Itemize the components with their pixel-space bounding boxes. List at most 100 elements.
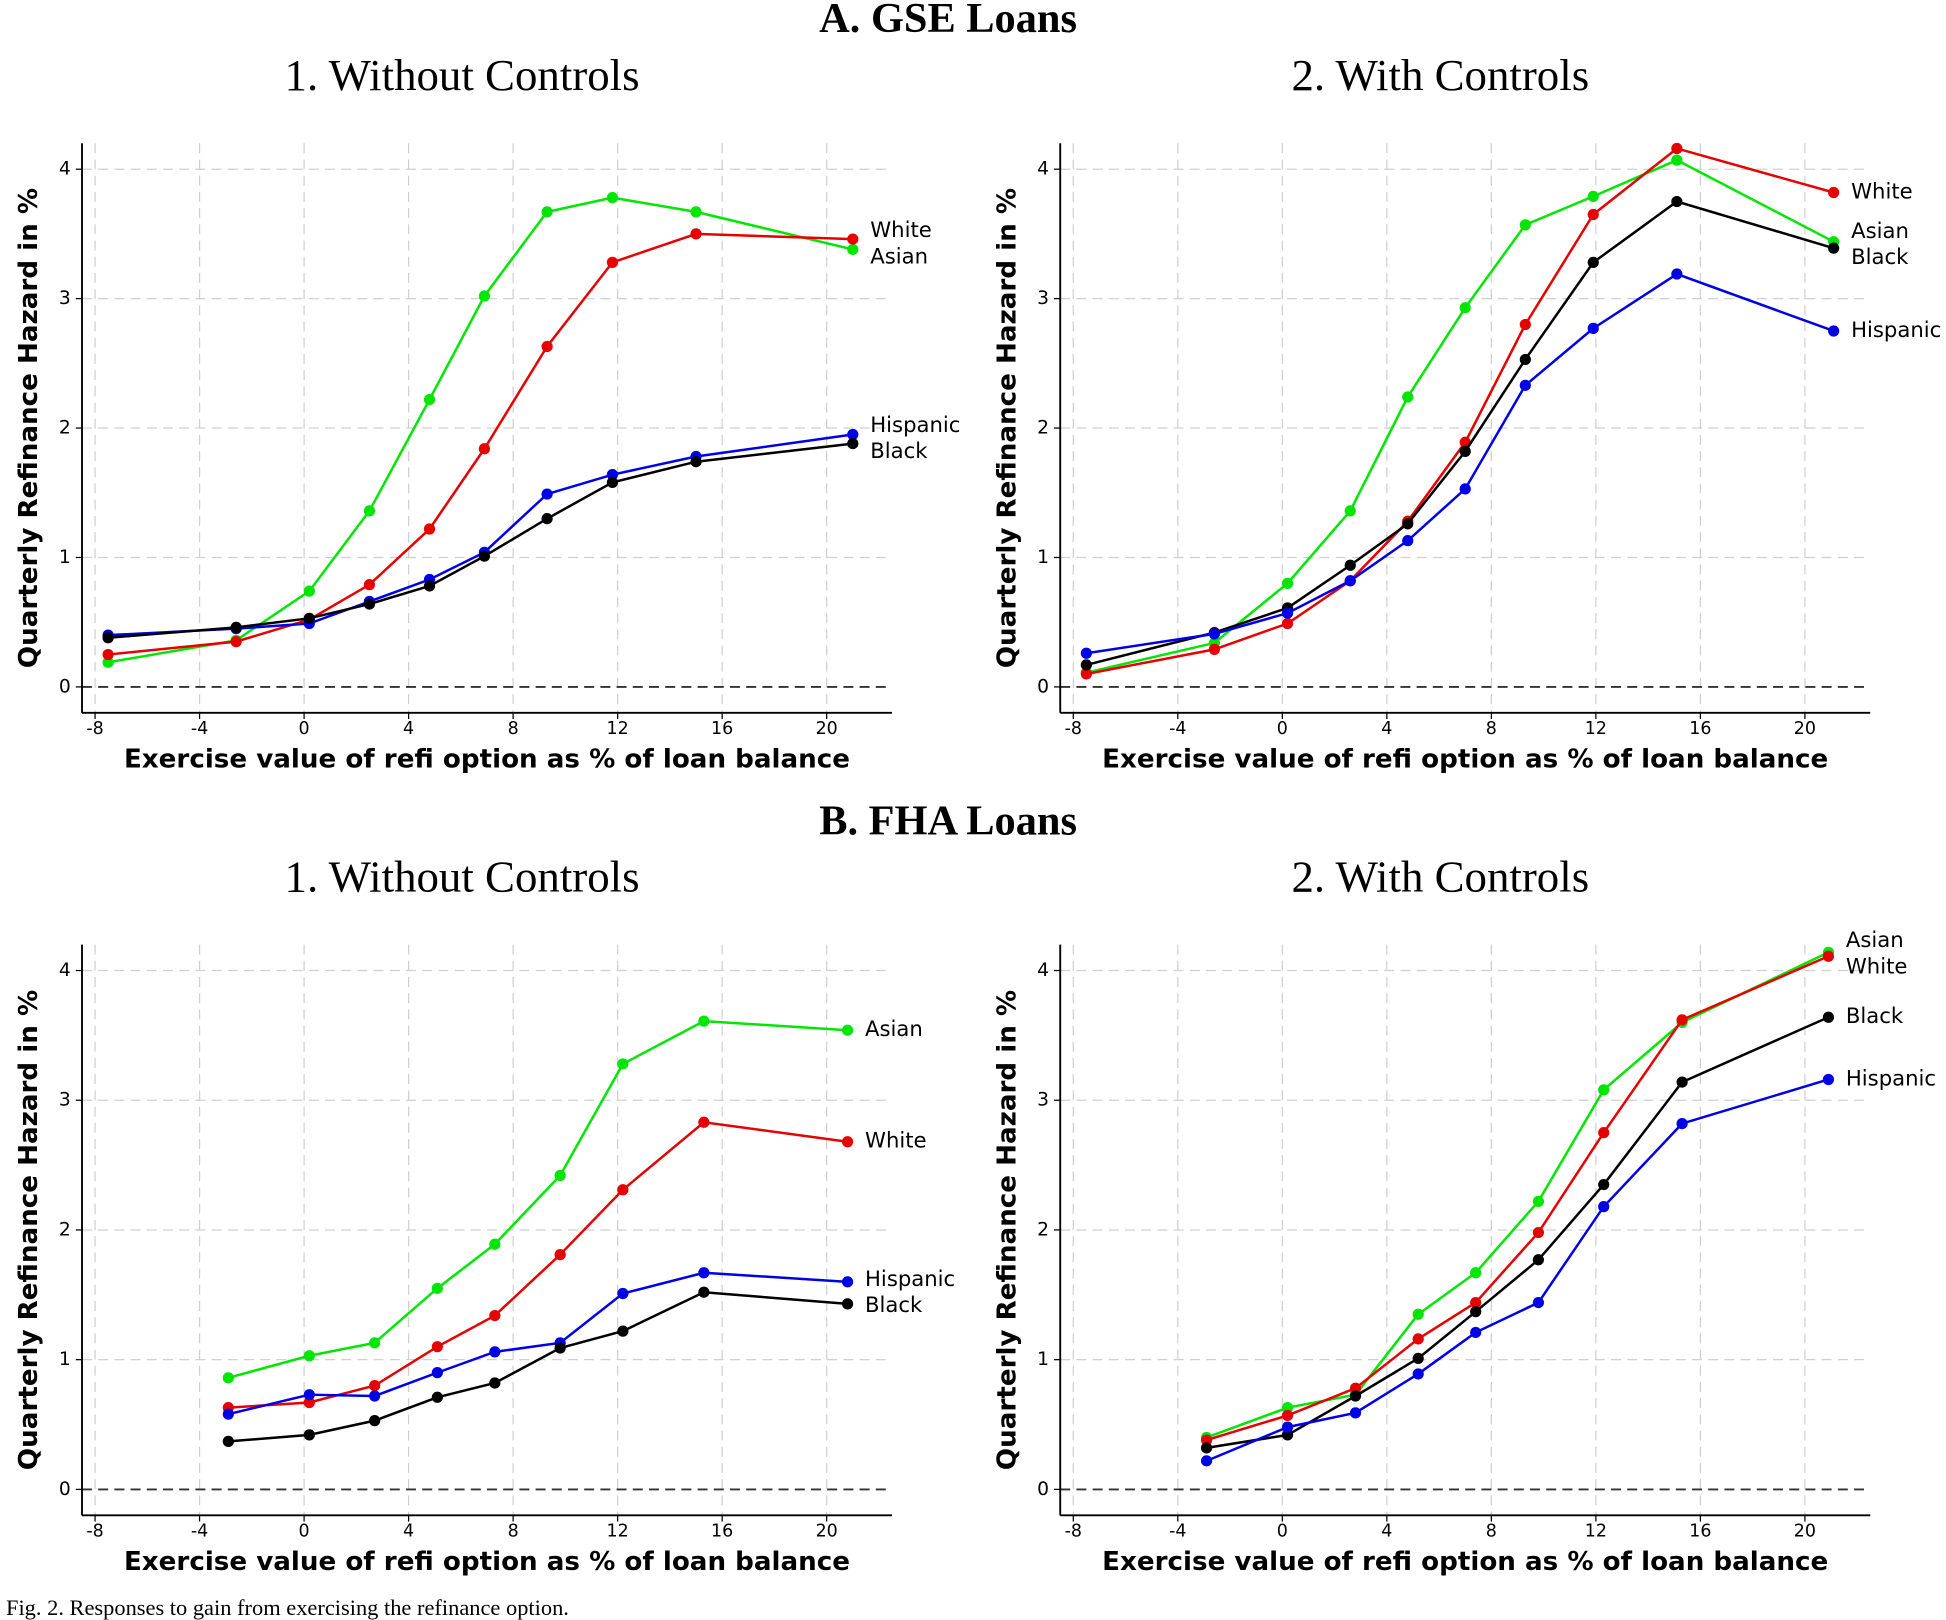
y-axis-label: Quarterly Refinance Hazard in % [14,188,44,668]
data-point [303,585,315,597]
data-point [369,1390,381,1402]
data-point [1344,505,1356,517]
data-point [1519,353,1531,366]
data-point [303,1350,315,1362]
data-point [1519,379,1531,391]
series-line [1206,1016,1829,1450]
data-point [1402,535,1414,547]
data-point [1349,1390,1362,1402]
y-tick-label: 3 [59,1090,71,1111]
data-point [1281,1429,1294,1441]
data-point [431,1367,443,1379]
data-point [431,1391,443,1403]
data-point [1532,1254,1544,1266]
data-point [489,1238,501,1250]
data-point [847,233,859,245]
data-point [1080,647,1092,659]
series-label: Hispanic [870,412,960,437]
data-point [303,1389,315,1401]
data-point [690,456,702,468]
section-title: B. FHA Loans [819,798,1077,845]
x-tick-label: 0 [1277,719,1288,739]
y-tick-label: 2 [59,418,71,439]
x-axis-label: Exercise value of refi option as % of lo… [124,1547,850,1577]
data-point [541,340,553,353]
data-point [1671,268,1683,280]
data-point [698,1116,710,1128]
data-point [606,469,619,481]
x-tick-label: 16 [1689,719,1711,739]
series-line [1206,951,1829,1439]
data-point [1349,1382,1362,1394]
series-line [108,433,853,637]
series-label: Asian [1851,218,1909,243]
data-point [1281,607,1294,619]
data-point [1281,577,1294,589]
data-point [1532,1296,1544,1309]
data-point [102,656,114,668]
y-tick-label: 2 [59,1219,71,1240]
data-point [617,1184,629,1196]
y-axis-label: Quarterly Refinance Hazard in % [992,990,1022,1470]
data-point [1080,668,1092,680]
x-tick-label: -8 [1065,719,1082,739]
data-point [554,1248,566,1261]
data-point [478,290,490,302]
data-point [606,256,619,268]
data-point [841,1136,854,1148]
data-point [554,1169,566,1182]
data-point [369,1337,381,1349]
data-point [1281,1421,1294,1433]
y-tick-label: 4 [1037,159,1049,180]
data-point [369,1380,381,1392]
data-point [303,612,315,624]
series-line [228,1290,848,1443]
y-axis-label: Quarterly Refinance Hazard in % [14,990,44,1470]
data-point [1587,322,1599,335]
x-tick-label: 12 [1585,719,1607,739]
x-tick-label: -4 [1169,1522,1186,1542]
x-tick-label: 4 [403,719,414,739]
data-point [102,648,114,661]
data-point [1598,1084,1610,1096]
x-tick-label: -8 [1065,1522,1082,1542]
data-point [230,621,242,633]
data-point [1676,1014,1688,1026]
data-point [690,206,702,218]
section-title: A. GSE Loans [819,0,1077,42]
data-point [363,598,376,610]
data-point [606,476,619,489]
data-point [1671,195,1683,208]
y-tick-label: 4 [1037,960,1049,981]
y-tick-label: 3 [59,288,71,309]
data-point [1598,1127,1610,1139]
data-point [1598,1178,1610,1191]
data-point [841,1298,854,1310]
data-point [1822,950,1835,962]
data-point [1676,1076,1688,1088]
y-tick-label: 2 [1037,418,1049,439]
series-label: Hispanic [865,1266,955,1291]
series-label: Hispanic [1846,1065,1936,1090]
series-line [227,1019,848,1380]
series-line [1086,158,1835,674]
y-tick-label: 0 [59,1479,71,1500]
data-point [1822,1073,1835,1086]
x-tick-label: 0 [1277,1522,1288,1542]
data-point [489,1346,501,1358]
data-point [606,192,619,204]
data-point [841,1276,854,1288]
x-tick-label: 4 [1381,1522,1392,1542]
data-point [478,443,490,455]
data-point [1519,318,1531,331]
data-point [1470,1326,1482,1339]
x-tick-label: 20 [1794,719,1816,739]
x-tick-label: 12 [1585,1522,1607,1542]
data-point [554,1342,566,1354]
series-label: Asian [1846,927,1904,952]
y-tick-label: 4 [59,960,71,981]
y-tick-label: 4 [59,159,71,180]
series-line [228,1120,848,1409]
data-point [617,1058,629,1070]
